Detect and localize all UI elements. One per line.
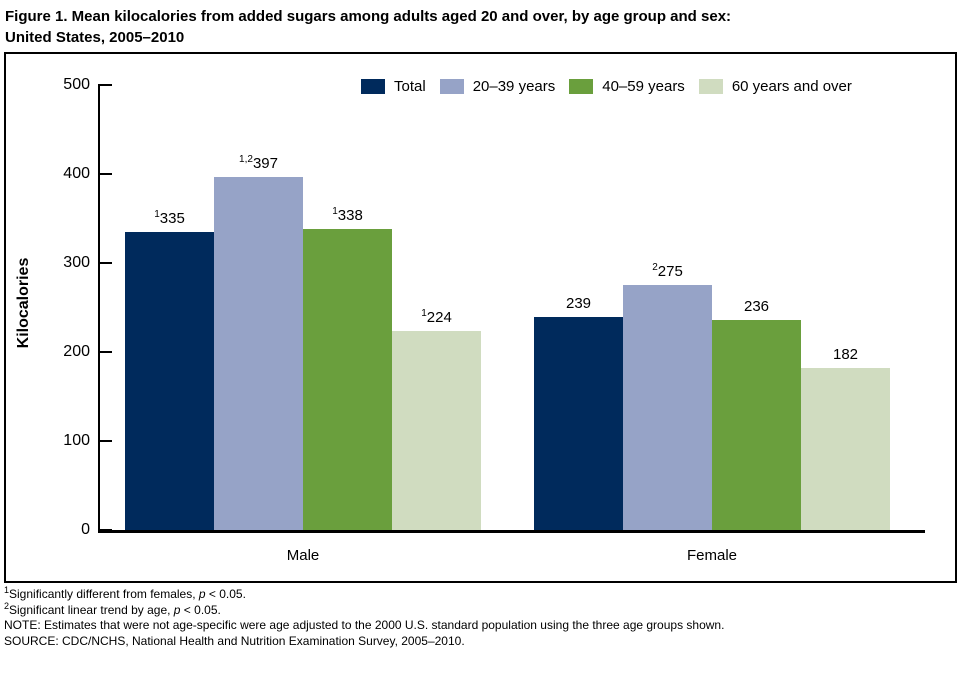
footnote-note-text: NOTE: Estimates that were not age-specif… — [4, 618, 725, 632]
y-tick-label: 500 — [63, 76, 90, 93]
legend-item-1: Total — [361, 78, 426, 95]
bar-male-4 — [392, 331, 481, 530]
x-category-label-female: Female — [686, 547, 738, 564]
bar-value-label: 1338 — [332, 206, 363, 225]
bar-value-superscript: 1 — [332, 206, 338, 217]
bar-value-label: 1224 — [421, 308, 452, 327]
bar-value-label: 2275 — [652, 262, 683, 281]
footnote-2-superscript: 2 — [4, 600, 10, 611]
y-tick-label: 100 — [63, 432, 90, 449]
legend-swatch-icon — [439, 79, 464, 94]
bar-value-label: 1,2397 — [239, 154, 278, 173]
legend-label: 20–39 years — [472, 78, 556, 95]
legend-swatch-icon — [569, 79, 594, 94]
legend: Total 20–39 years 40–59 years 60 years and … — [361, 78, 852, 95]
footnotes: 1Significantly different from females, p… — [4, 585, 724, 650]
bar-male-2 — [214, 177, 303, 530]
bar-female-4 — [801, 368, 890, 530]
bar-value-superscript: 2 — [652, 262, 658, 273]
legend-item-2: 20–39 years — [439, 78, 556, 95]
y-tick-label: 0 — [81, 521, 90, 538]
footnote-1-superscript: 1 — [4, 585, 10, 595]
y-tick-label: 200 — [63, 343, 90, 360]
x-axis-line — [98, 530, 925, 533]
bar-value-label: 239 — [565, 295, 592, 312]
footnote-note: NOTE: Estimates that were not age-specif… — [4, 618, 724, 634]
legend-label: 40–59 years — [602, 78, 685, 95]
bar-value-superscript: 1,2 — [239, 154, 253, 165]
y-tick-mark — [98, 351, 112, 353]
y-tick-mark — [98, 84, 112, 86]
legend-label: Total — [394, 78, 426, 95]
legend-item-3: 40–59 years — [569, 78, 685, 95]
figure-title-line2: United States, 2005–2010 — [5, 29, 185, 46]
bar-value-superscript: 1 — [154, 209, 160, 220]
legend-swatch-icon — [698, 79, 723, 94]
y-tick-mark — [98, 440, 112, 442]
chart-frame: Total 20–39 years 40–59 years 60 years and … — [4, 52, 957, 583]
bar-female-3 — [712, 320, 801, 530]
footnote-1: 1Significantly different from females, p… — [4, 585, 724, 603]
legend-label: 60 years and over — [731, 78, 852, 95]
y-axis-line — [98, 84, 100, 532]
footnote-1-text: Significantly different from females, — [9, 587, 199, 601]
y-tick-label: 400 — [63, 165, 90, 182]
y-tick-mark — [98, 262, 112, 264]
footnote-2: 2Significant linear trend by age, p < 0.… — [4, 600, 724, 619]
y-tick-label: 300 — [63, 254, 90, 271]
footnote-2-p: p — [173, 602, 181, 617]
figure-title-line1: Figure 1. Mean kilocalories from added s… — [5, 8, 732, 25]
footnote-1-value: < 0.05. — [205, 587, 246, 601]
footnote-source-text: SOURCE: CDC/NCHS, National Health and Nu… — [4, 633, 465, 648]
bar-value-label: 236 — [743, 298, 770, 315]
footnote-2-text: Significant linear trend by age, — [9, 602, 174, 617]
legend-item-4: 60 years and over — [698, 78, 852, 95]
y-tick-mark — [98, 173, 112, 175]
bar-value-superscript: 1 — [421, 308, 427, 319]
bar-female-1 — [534, 317, 623, 530]
bar-male-1 — [125, 232, 214, 530]
footnote-source: SOURCE: CDC/NCHS, National Health and Nu… — [4, 634, 724, 650]
legend-swatch-icon — [361, 79, 385, 94]
footnote-1-p: p — [198, 587, 206, 601]
bar-male-3 — [303, 229, 392, 530]
bar-value-label: 1335 — [154, 209, 185, 228]
footnote-2-value: < 0.05. — [180, 602, 221, 617]
x-category-label-male: Male — [286, 547, 320, 564]
bar-female-2 — [623, 285, 712, 530]
figure-title: Figure 1. Mean kilocalories from added s… — [5, 6, 731, 48]
bar-value-label: 182 — [832, 346, 859, 363]
